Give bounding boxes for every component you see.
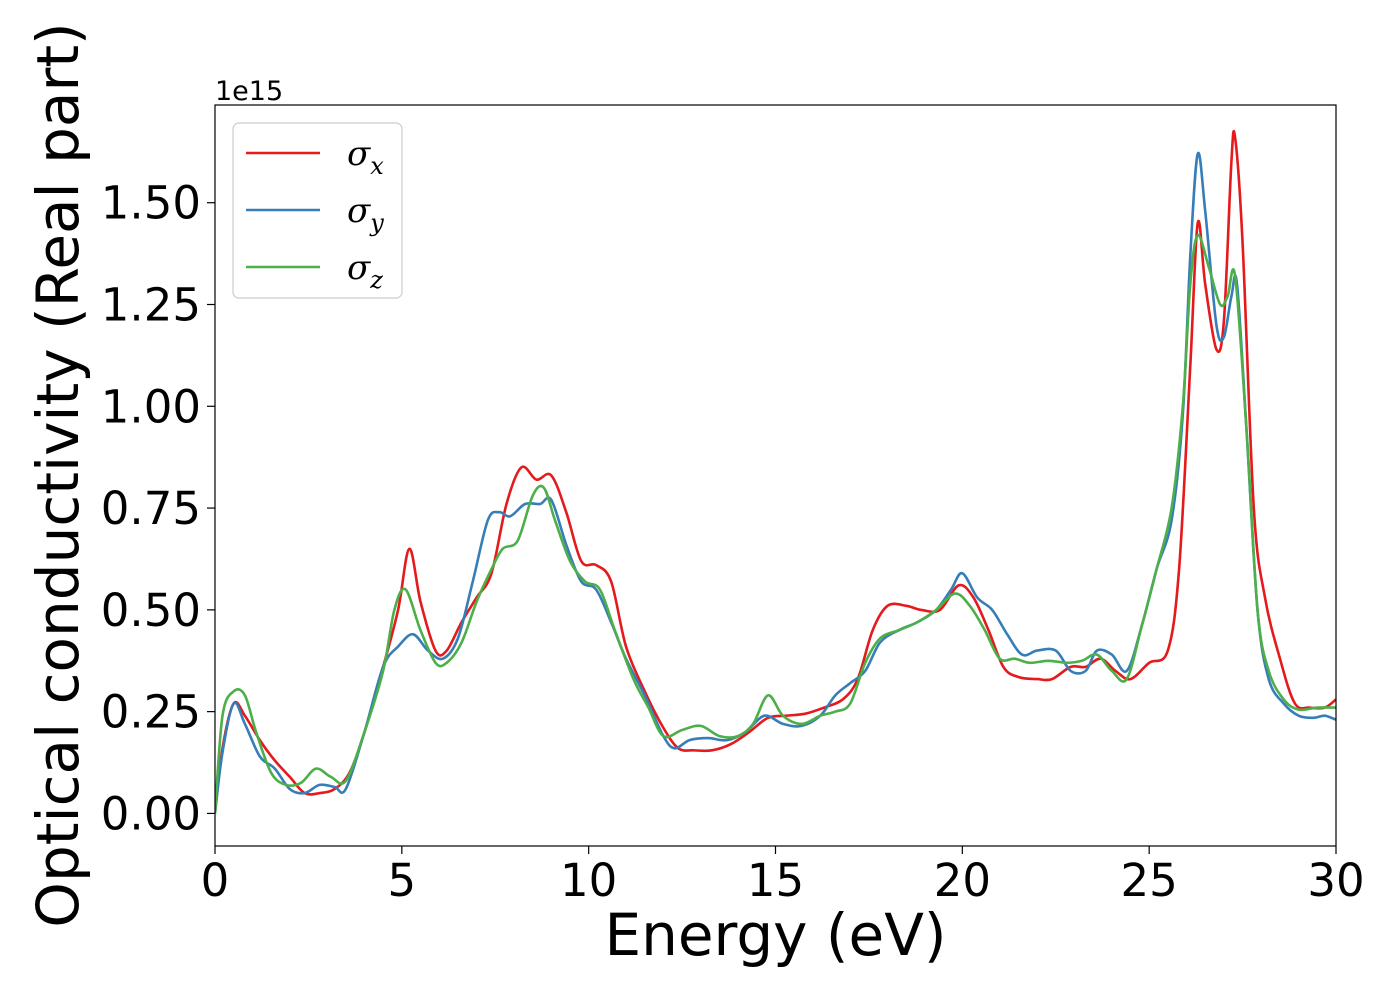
series-line-x bbox=[215, 130, 1336, 814]
legend-label-z: σz bbox=[347, 248, 383, 294]
series-layer bbox=[215, 130, 1336, 814]
y-tick-label: 1.25 bbox=[101, 279, 201, 332]
y-axis-title: Optical conductivity (Real part) bbox=[24, 22, 92, 927]
y-tick-label: 0.25 bbox=[101, 686, 201, 739]
legend-subscript: z bbox=[369, 266, 383, 294]
y-tick-label: 1.50 bbox=[101, 177, 201, 230]
legend-label-x: σx bbox=[347, 134, 384, 180]
series-line-z bbox=[215, 233, 1336, 814]
x-tick-label: 25 bbox=[1121, 854, 1178, 907]
x-tick-label: 5 bbox=[388, 854, 417, 907]
x-tick-label: 0 bbox=[201, 854, 230, 907]
legend-symbol: σ bbox=[347, 248, 371, 288]
y-tick-label: 1.00 bbox=[101, 380, 201, 433]
x-axis: 0 5 10 15 20 25 30 bbox=[201, 846, 1365, 907]
legend-symbol: σ bbox=[347, 134, 371, 174]
y-tick-label: 0.50 bbox=[101, 584, 201, 637]
legend-subscript: x bbox=[370, 152, 384, 180]
x-tick-label: 30 bbox=[1307, 854, 1364, 907]
x-tick-label: 20 bbox=[934, 854, 991, 907]
y-tick-label: 0.00 bbox=[101, 787, 201, 840]
legend-subscript: y bbox=[369, 209, 384, 237]
legend-label-y: σy bbox=[347, 191, 384, 237]
series-line-y bbox=[215, 151, 1336, 814]
x-tick-label: 15 bbox=[747, 854, 804, 907]
x-axis-title: Energy (eV) bbox=[604, 901, 946, 969]
y-tick-label: 0.75 bbox=[101, 482, 201, 535]
x-tick-label: 10 bbox=[560, 854, 617, 907]
y-offset-label: 1e15 bbox=[215, 76, 283, 107]
legend-symbol: σ bbox=[347, 191, 371, 231]
y-axis: 0.00 0.25 0.50 0.75 1.00 1.25 1.50 bbox=[101, 177, 215, 840]
